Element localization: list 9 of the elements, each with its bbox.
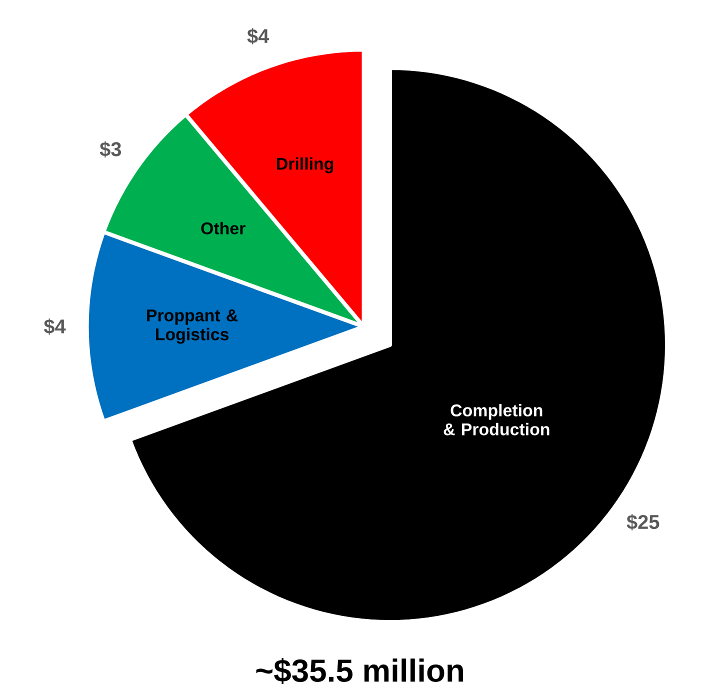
data-label: $25 [626, 514, 660, 530]
data-label: $4 [247, 28, 270, 44]
data-label: $4 [44, 318, 66, 335]
data-label: $3 [100, 141, 122, 158]
slice-label: Drilling [277, 157, 334, 174]
slice-label: Completion & Production [444, 404, 550, 436]
slice-label: Proppant & Logistics [147, 310, 238, 344]
text: ~$35.5 million [256, 658, 463, 684]
slice-label: Other [201, 222, 246, 234]
